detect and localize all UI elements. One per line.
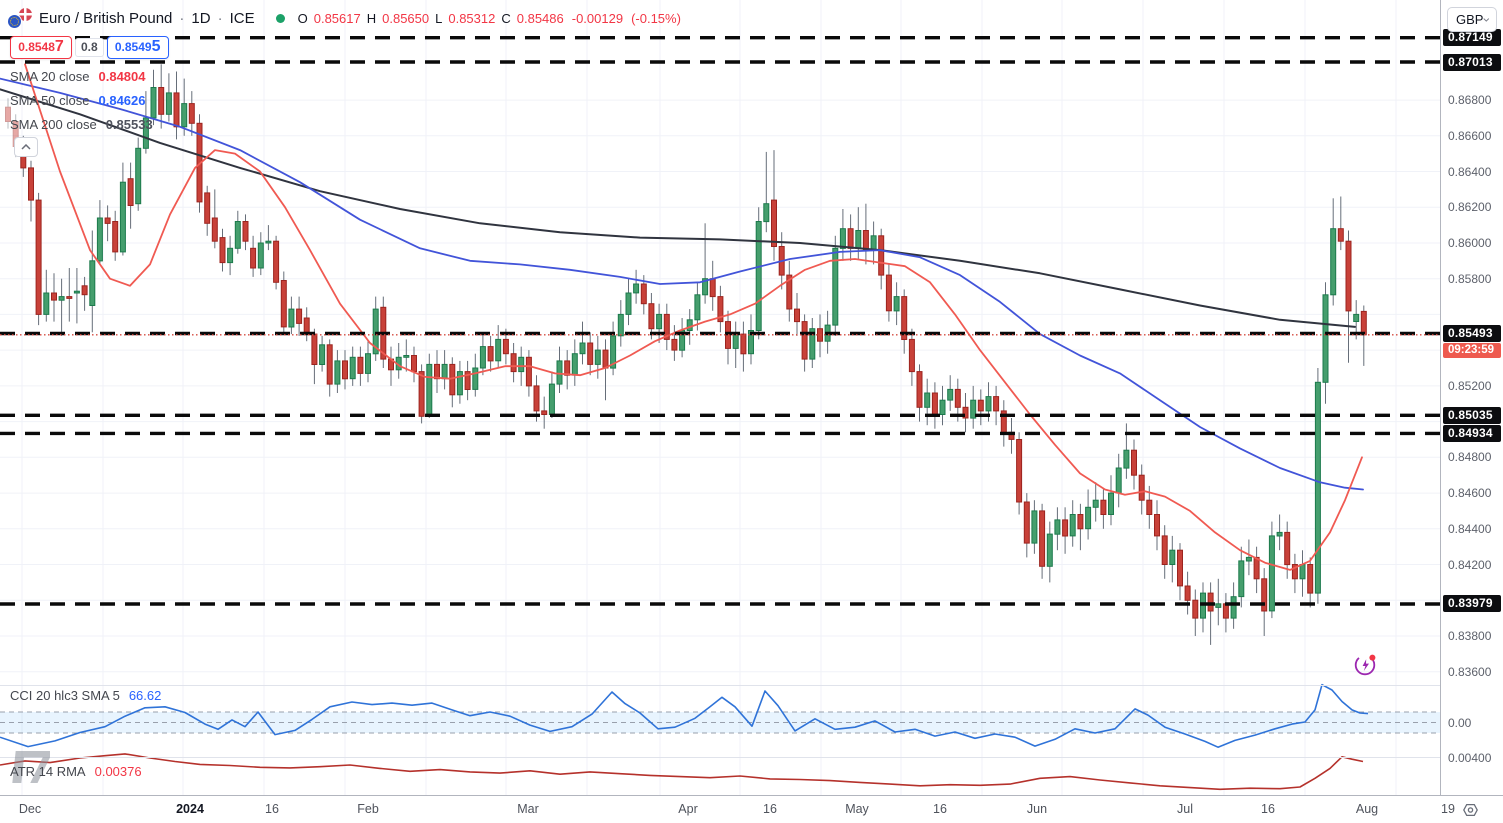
low-key: L [435,10,443,26]
cci-value: 66.62 [128,688,162,703]
level-price-label: 0.85035 [1443,406,1501,424]
level-price-label: 0.85493 [1443,325,1501,343]
sell-price: 0.8548 [18,40,55,54]
time-tick-label: Jun [1026,802,1048,816]
sell-price-pip: 7 [54,38,64,55]
level-price-label: 0.83979 [1443,595,1501,613]
lightning-icon [1354,654,1376,676]
cci-zero-label: 0.00 [1448,715,1472,730]
market-status-dot [275,13,285,23]
legend-row-sma200[interactable]: SMA 200 close 0.85533 [10,112,153,136]
symbol-flag-icon [8,8,32,28]
cci-label: CCI 20 hlc3 SMA 5 [10,688,120,703]
sma200-value: 0.85533 [105,116,153,132]
title-separator: · [217,9,223,27]
price-tick-label: 0.86600 [1448,128,1492,143]
axis-settings-button[interactable] [1455,800,1485,820]
time-tick-label: 16 [763,802,777,816]
level-price-label: 0.84934 [1443,424,1501,442]
price-tick-label: 0.85200 [1448,378,1492,393]
price-tick-label: 0.86200 [1448,200,1492,215]
indicator-legend: SMA 20 close 0.84804 SMA 50 close 0.8462… [10,64,153,136]
buy-button[interactable]: 0.8549 5 [106,36,169,59]
ohlc-readout: O 0.85617 H 0.85650 L 0.85312 C 0.85486 -0.0… [298,11,681,26]
time-tick-label: Apr [678,802,698,816]
price-tick-label: 0.85800 [1448,271,1492,286]
time-tick-label: 16 [933,802,947,816]
close-value: 0.85486 [516,10,564,26]
buy-price-pip: 5 [151,38,161,55]
currency-selector-button[interactable]: GBP [1447,7,1497,32]
level-price-label: 0.87149 [1443,29,1501,47]
high-value: 0.85650 [382,10,430,26]
trade-panel: 0.8548 7 0.8 0.8549 5 [10,36,169,59]
sell-button[interactable]: 0.8548 7 [10,36,72,59]
countdown-label: 09:23:59 [1443,343,1501,359]
sma200-label: SMA 200 close [10,116,97,132]
price-tick-label: 0.86000 [1448,235,1492,250]
chevron-down-icon [1483,17,1490,22]
chevron-up-icon [21,144,31,150]
price-tick-label: 0.84400 [1448,521,1492,536]
currency-label: GBP [1456,12,1484,27]
title-separator: · [179,9,185,27]
high-key: H [366,10,377,26]
time-tick-label: Mar [517,802,539,816]
price-tick-label: 0.86800 [1448,93,1492,108]
atr-value: 0.00376 [94,764,142,779]
level-price-label: 0.87013 [1443,53,1501,71]
legend-row-atr[interactable]: ATR 14 RMA 0.00376 [10,764,142,779]
buy-price: 0.8549 [114,40,152,54]
spread-label: 0.8 [75,38,104,57]
price-tick-label: 0.84600 [1448,486,1492,501]
price-tick-label: 0.84800 [1448,450,1492,465]
legend-row-sma50[interactable]: SMA 50 close 0.84626 [10,88,153,112]
settings-gear-icon [1462,803,1478,817]
lightning-badge-button[interactable] [1352,650,1380,678]
close-key: C [501,10,511,26]
legend-row-sma20[interactable]: SMA 20 close 0.84804 [10,64,153,88]
change-value: -0.00129 [571,10,624,26]
time-tick-label: Feb [357,802,379,816]
open-value: 0.85617 [313,10,361,26]
sma20-value: 0.84804 [98,68,146,84]
time-tick-label: 2024 [176,802,204,816]
legend-collapse-button[interactable] [14,137,38,157]
symbol-title[interactable]: Euro / British Pound [39,9,173,27]
price-tick-label: 0.83800 [1448,628,1492,643]
sma50-label: SMA 50 close [10,92,90,108]
time-tick-label: 16 [1261,802,1275,816]
time-tick-label: 19 [1441,802,1455,816]
change-percent: (-0.15%) [631,10,681,26]
time-tick-label: 16 [265,802,279,816]
notification-dot [1369,654,1376,661]
uk-flag-icon [19,8,32,21]
interval-label[interactable]: 1D [191,9,211,27]
atr-label: ATR 14 RMA [10,764,86,779]
sma20-label: SMA 20 close [10,68,90,84]
legend-row-cci[interactable]: CCI 20 hlc3 SMA 5 66.62 [10,688,161,703]
price-tick-label: 0.83600 [1448,664,1492,679]
sma50-value: 0.84626 [98,92,146,108]
open-key: O [297,10,308,26]
low-value: 0.85312 [448,10,496,26]
time-tick-label: Dec [18,802,42,816]
price-tick-label: 0.84200 [1448,557,1492,572]
price-tick-label: 0.86400 [1448,164,1492,179]
exchange-label: ICE [229,9,255,27]
time-tick-label: Aug [1355,802,1379,816]
eu-flag-icon [8,15,21,28]
time-axis[interactable]: Dec 2024 16 Feb Mar Apr 16 May 16 Jun Jul 16 Aug 19 [0,796,1503,823]
time-tick-label: Jul [1177,802,1193,816]
price-axis[interactable]: 0.86800 0.86600 0.86400 0.86200 0.86000 0.858… [1441,0,1503,795]
time-tick-label: May [845,802,869,816]
symbol-header: Euro / British Pound · 1D · ICE O 0.85617… [8,6,681,30]
tradingview-watermark-logo [10,747,56,787]
atr-axis-label: 0.00400 [1448,751,1492,765]
